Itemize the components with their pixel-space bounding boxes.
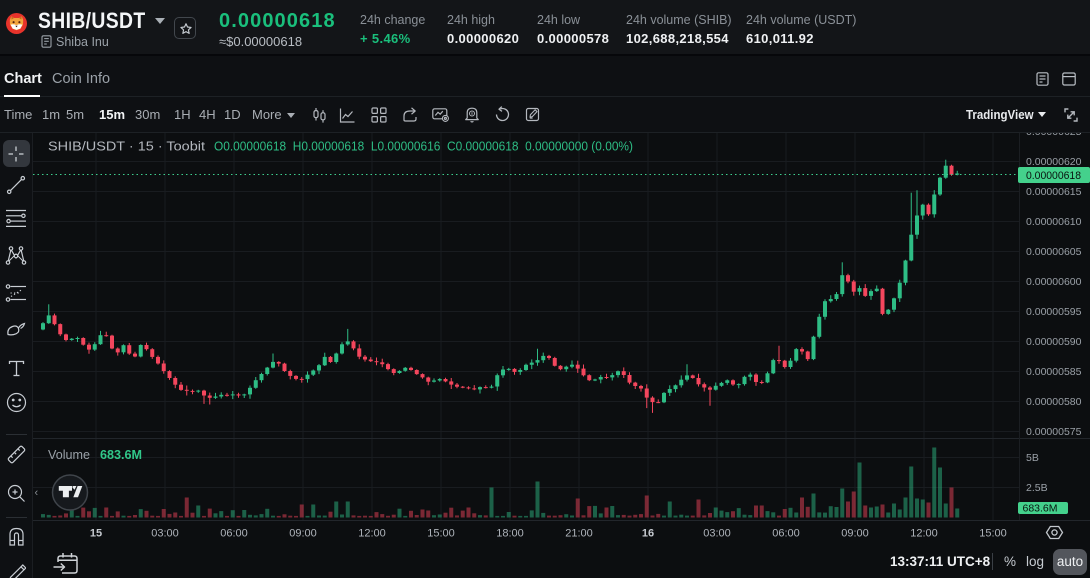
svg-text:‹: ‹ bbox=[35, 487, 39, 499]
svg-text:0.00000605: 0.00000605 bbox=[1026, 246, 1082, 258]
svg-text:03:00: 03:00 bbox=[151, 528, 179, 540]
svg-text:09:00: 09:00 bbox=[289, 528, 317, 540]
svg-text:03:00: 03:00 bbox=[703, 528, 731, 540]
svg-text:0.00000615: 0.00000615 bbox=[1026, 186, 1082, 198]
svg-text:09:00: 09:00 bbox=[841, 528, 869, 540]
svg-text:5B: 5B bbox=[1026, 452, 1039, 464]
svg-text:12:00: 12:00 bbox=[358, 528, 386, 540]
svg-text:06:00: 06:00 bbox=[220, 528, 248, 540]
svg-text:12:00: 12:00 bbox=[910, 528, 938, 540]
svg-text:16: 16 bbox=[642, 528, 654, 540]
svg-text:21:00: 21:00 bbox=[565, 528, 593, 540]
svg-text:18:00: 18:00 bbox=[496, 528, 524, 540]
svg-text:0.00000620: 0.00000620 bbox=[1026, 156, 1082, 168]
svg-text:SHIB/USDT · 15 · Toobit: SHIB/USDT · 15 · Toobit bbox=[48, 140, 206, 154]
svg-text:0.00000595: 0.00000595 bbox=[1026, 306, 1082, 318]
svg-text:0.00000618: 0.00000618 bbox=[1026, 170, 1081, 182]
svg-text:15: 15 bbox=[90, 528, 102, 540]
svg-text:15:00: 15:00 bbox=[979, 528, 1007, 540]
svg-text:683.6M: 683.6M bbox=[100, 448, 142, 462]
svg-text:0.00000585: 0.00000585 bbox=[1026, 366, 1082, 378]
svg-text:O0.00000618 H0.00000618 L0.0: O0.00000618 H0.00000618 L0.00000616 C0.0… bbox=[214, 140, 633, 154]
svg-text:2.5B: 2.5B bbox=[1026, 482, 1048, 494]
svg-text:0.00000580: 0.00000580 bbox=[1026, 396, 1082, 408]
svg-text:15:00: 15:00 bbox=[427, 528, 455, 540]
svg-text:0.00000575: 0.00000575 bbox=[1026, 426, 1082, 438]
svg-text:06:00: 06:00 bbox=[772, 528, 800, 540]
svg-text:Volume: Volume bbox=[48, 448, 90, 462]
svg-text:0.00000590: 0.00000590 bbox=[1026, 336, 1082, 348]
svg-text:0.00000600: 0.00000600 bbox=[1026, 276, 1082, 288]
svg-text:683.6M: 683.6M bbox=[1023, 503, 1058, 515]
svg-text:0.00000610: 0.00000610 bbox=[1026, 216, 1082, 228]
